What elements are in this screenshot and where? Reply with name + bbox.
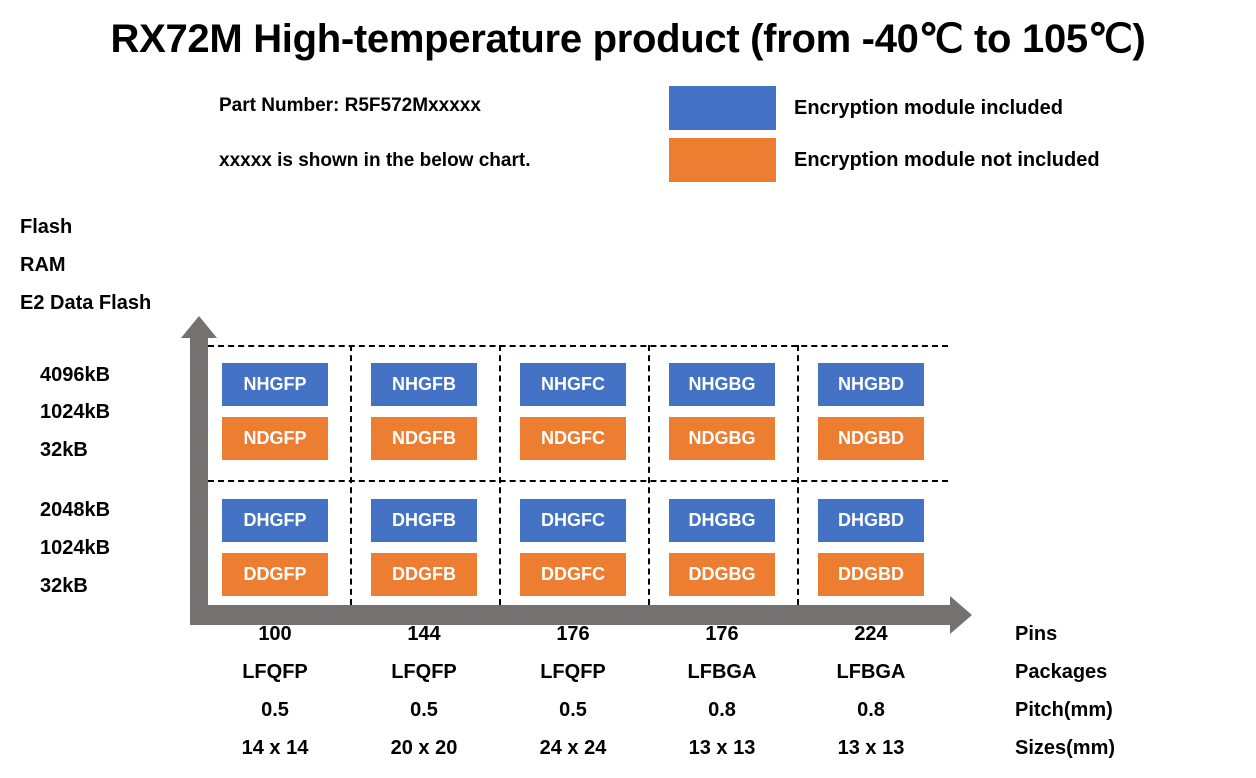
part-code-not-included: DDGFP [222, 553, 328, 596]
size-value: 13 x 13 [688, 737, 756, 759]
package-value: LFBGA [836, 661, 906, 683]
size-value: 20 x 20 [390, 737, 458, 759]
legend-swatch-included [669, 86, 776, 130]
y-axis-arrow-icon [181, 316, 217, 338]
part-code-included: DHGBG [669, 499, 775, 542]
pitch-value: 0.5 [410, 699, 438, 721]
part-code-included: DHGFB [371, 499, 477, 542]
size-value: 24 x 24 [539, 737, 607, 759]
grid-line-middle [208, 480, 948, 482]
part-code-included: NHGFC [520, 363, 626, 406]
part-code-included: NHGBG [669, 363, 775, 406]
x-axis-bar [190, 605, 952, 625]
size-value: 14 x 14 [241, 737, 309, 759]
memory-value: 32kB [40, 575, 88, 597]
memory-value: 2048kB [40, 499, 111, 521]
grid-line-top [208, 345, 948, 347]
part-code-included: DHGFP [222, 499, 328, 542]
part-code-included: DHGFC [520, 499, 626, 542]
pitch-value: 0.5 [559, 699, 587, 721]
package-value: LFQFP [242, 661, 308, 683]
part-code-not-included: DDGFC [520, 553, 626, 596]
pitch-value: 0.8 [857, 699, 885, 721]
size-value: 13 x 13 [837, 737, 905, 759]
grid-divider [797, 345, 799, 605]
package-value: LFQFP [391, 661, 457, 683]
grid-divider [499, 345, 501, 605]
memory-value: 4096kB [40, 364, 111, 386]
part-code-not-included: NDGBG [669, 417, 775, 460]
y-axis-label-ram: RAM [20, 254, 66, 276]
pitch-value: 0.8 [708, 699, 736, 721]
y-axis-bar [190, 335, 208, 625]
package-value: LFBGA [687, 661, 757, 683]
page-title: RX72M High-temperature product (from -40… [110, 17, 1146, 61]
memory-value: 1024kB [40, 401, 111, 423]
x-label-sizes: Sizes(mm) [1015, 737, 1116, 759]
part-code-included: NHGFP [222, 363, 328, 406]
part-code-not-included: NDGFP [222, 417, 328, 460]
memory-value: 1024kB [40, 537, 111, 559]
pins-value: 224 [854, 623, 888, 645]
part-code-included: NHGFB [371, 363, 477, 406]
y-axis-label-flash: Flash [20, 216, 73, 238]
legend-swatch-not-included [669, 138, 776, 182]
x-label-packages: Packages [1015, 661, 1108, 683]
legend-label-included: Encryption module included [794, 97, 1063, 119]
part-number-note: Part Number: R5F572Mxxxxx [219, 95, 481, 116]
y-axis-label-e2: E2 Data Flash [20, 292, 152, 314]
grid-divider [350, 345, 352, 605]
part-code-not-included: NDGBD [818, 417, 924, 460]
part-code-not-included: DDGBD [818, 553, 924, 596]
part-code-not-included: DDGBG [669, 553, 775, 596]
pins-value: 144 [407, 623, 441, 645]
explain-note: xxxxx is shown in the below chart. [219, 150, 531, 171]
x-label-pitch: Pitch(mm) [1015, 699, 1113, 721]
package-value: LFQFP [540, 661, 606, 683]
part-code-not-included: NDGFC [520, 417, 626, 460]
part-code-included: NHGBD [818, 363, 924, 406]
part-code-not-included: DDGFB [371, 553, 477, 596]
pins-value: 176 [705, 623, 739, 645]
part-code-included: DHGBD [818, 499, 924, 542]
legend-label-not-included: Encryption module not included [794, 149, 1100, 171]
x-axis-arrow-icon [950, 596, 972, 634]
pins-value: 176 [556, 623, 590, 645]
x-label-pins: Pins [1015, 623, 1058, 645]
part-code-not-included: NDGFB [371, 417, 477, 460]
grid-divider [648, 345, 650, 605]
memory-value: 32kB [40, 439, 88, 461]
pins-value: 100 [258, 623, 292, 645]
pitch-value: 0.5 [261, 699, 289, 721]
